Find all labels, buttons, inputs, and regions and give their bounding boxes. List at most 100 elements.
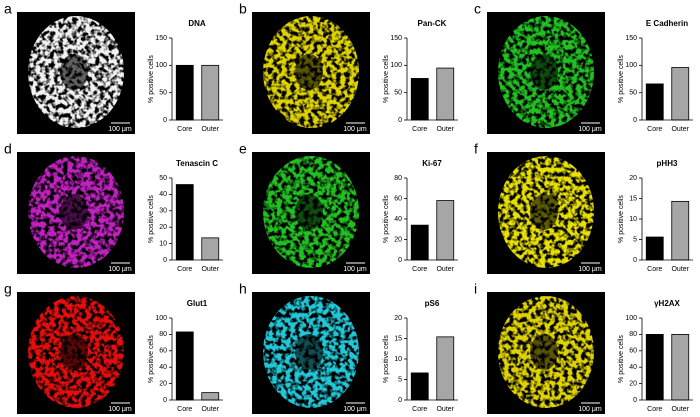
y-tick-label: 20	[629, 175, 637, 182]
scale-bar-label: 100 μm	[578, 406, 602, 413]
bar	[645, 333, 664, 401]
y-tick-label: 150	[155, 35, 167, 42]
chart-title: Ki-67	[422, 159, 442, 168]
y-tick-label: 10	[394, 356, 402, 363]
x-tick-label: Outer	[671, 126, 689, 133]
chart-title: E Cadherin	[646, 19, 688, 28]
panel-letter: g	[4, 281, 12, 297]
x-tick-label: Outer	[201, 126, 219, 133]
y-tick-label: 20	[159, 380, 167, 387]
x-tick-label: Outer	[436, 406, 454, 413]
tissue-core	[530, 334, 558, 370]
y-tick-label: 50	[159, 175, 167, 182]
bar	[436, 200, 455, 261]
y-tick-label: 80	[394, 175, 402, 182]
x-tick-label: Core	[412, 126, 427, 133]
y-tick-label: 80	[159, 331, 167, 338]
chart-title: pHH3	[657, 159, 678, 168]
y-tick-label: 5	[398, 376, 402, 383]
scale-bar-label: 100 μm	[578, 266, 602, 273]
x-tick-label: Outer	[201, 406, 219, 413]
y-tick-label: 0	[398, 257, 402, 264]
x-tick-label: Outer	[671, 406, 689, 413]
x-tick-label: Core	[412, 266, 427, 273]
y-tick-label: 100	[390, 62, 402, 69]
bar	[201, 64, 220, 121]
y-tick-label: 20	[394, 236, 402, 243]
y-tick-label: 5	[633, 236, 637, 243]
y-tick-label: 20	[159, 224, 167, 231]
y-axis-label: % positive cells	[148, 55, 155, 103]
panel-letter: a	[4, 1, 12, 17]
bar	[201, 392, 220, 401]
bar	[410, 78, 429, 121]
scale-bar-label: 100 μm	[343, 126, 367, 133]
bar	[671, 333, 690, 401]
panel-letter: h	[239, 281, 247, 297]
panel-letter: c	[474, 1, 481, 17]
bar	[410, 372, 429, 401]
scale-bar-label: 100 μm	[108, 266, 132, 273]
y-tick-label: 50	[159, 90, 167, 97]
y-tick-label: 80	[629, 331, 637, 338]
x-tick-label: Core	[412, 406, 427, 413]
y-axis-label: % positive cells	[383, 335, 390, 383]
y-tick-label: 0	[398, 397, 402, 404]
bar	[436, 336, 455, 401]
x-tick-label: Outer	[436, 126, 454, 133]
y-tick-label: 50	[629, 90, 637, 97]
scale-bar-label: 100 μm	[343, 266, 367, 273]
chart-title: Pan-CK	[418, 19, 447, 28]
bar	[645, 236, 664, 261]
bar	[175, 64, 194, 121]
tissue-core	[530, 54, 558, 90]
y-axis-label: % positive cells	[618, 195, 625, 243]
y-tick-label: 60	[394, 195, 402, 202]
panel-letter: f	[474, 141, 478, 157]
y-tick-label: 100	[155, 62, 167, 69]
panel-letter: d	[4, 141, 12, 157]
y-tick-label: 150	[625, 35, 637, 42]
chart-title: Tenascin C	[176, 159, 218, 168]
y-tick-label: 0	[633, 117, 637, 124]
y-tick-label: 40	[159, 364, 167, 371]
bar	[201, 237, 220, 261]
y-tick-label: 20	[394, 315, 402, 322]
scale-bar-label: 100 μm	[108, 126, 132, 133]
y-tick-label: 0	[398, 117, 402, 124]
y-axis-label: % positive cells	[383, 195, 390, 243]
x-tick-label: Core	[177, 126, 192, 133]
y-tick-label: 40	[629, 364, 637, 371]
chart-title: γH2AX	[654, 299, 680, 308]
panel-letter: i	[474, 281, 477, 297]
panel-letter: b	[239, 1, 247, 17]
y-tick-label: 30	[159, 208, 167, 215]
bar	[671, 67, 690, 121]
y-tick-label: 0	[633, 257, 637, 264]
chart-title: pS6	[425, 299, 440, 308]
scale-bar-label: 100 μm	[343, 406, 367, 413]
y-tick-label: 60	[159, 348, 167, 355]
tissue-core	[295, 334, 323, 370]
y-tick-label: 40	[394, 216, 402, 223]
y-tick-label: 15	[629, 195, 637, 202]
y-tick-label: 0	[633, 397, 637, 404]
x-tick-label: Core	[647, 266, 662, 273]
y-tick-label: 20	[629, 380, 637, 387]
bar	[436, 67, 455, 121]
bar	[175, 331, 194, 401]
x-tick-label: Core	[177, 406, 192, 413]
y-tick-label: 15	[394, 335, 402, 342]
bar	[671, 200, 690, 261]
y-tick-label: 10	[159, 240, 167, 247]
tissue-core	[530, 194, 558, 230]
tissue-core	[295, 54, 323, 90]
y-axis-label: % positive cells	[383, 55, 390, 103]
x-tick-label: Core	[647, 126, 662, 133]
x-tick-label: Outer	[201, 266, 219, 273]
bar	[645, 83, 664, 121]
y-tick-label: 100	[625, 315, 637, 322]
x-tick-label: Outer	[671, 266, 689, 273]
y-tick-label: 0	[163, 117, 167, 124]
